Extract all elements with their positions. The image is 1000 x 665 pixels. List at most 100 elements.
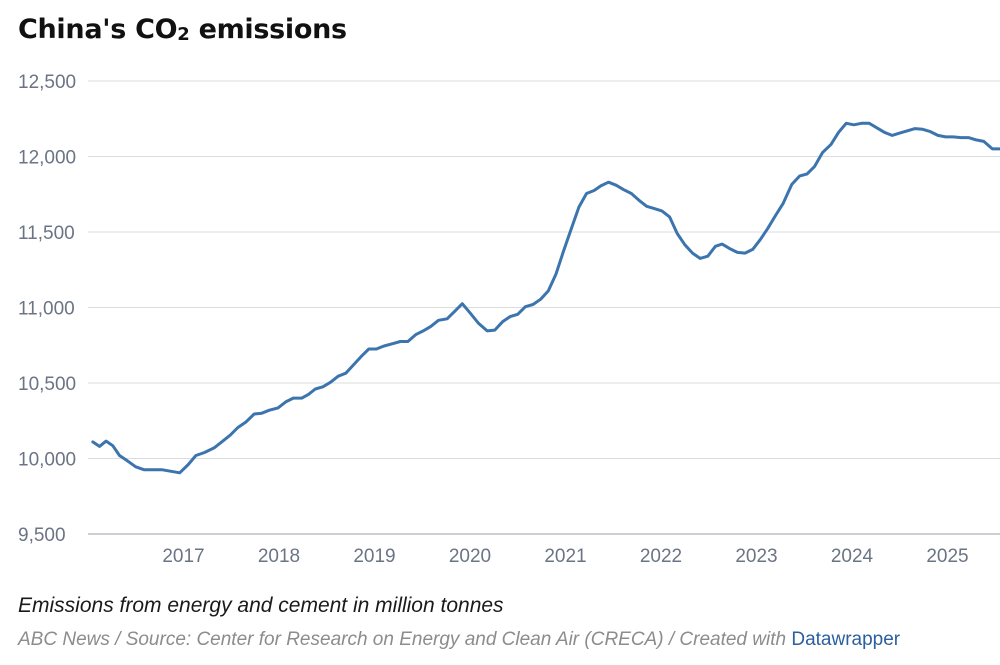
data-point (644, 203, 650, 209)
data-point (958, 135, 964, 141)
data-point (500, 319, 506, 325)
data-point (874, 125, 880, 131)
data-point (966, 135, 972, 141)
data-point (545, 288, 551, 294)
chart-title-subscript: 2 (177, 24, 190, 45)
data-point (935, 132, 941, 138)
data-point (235, 425, 241, 431)
data-point (943, 134, 949, 140)
data-point (103, 438, 109, 444)
data-point (636, 197, 642, 203)
data-point (484, 328, 490, 334)
x-tick-label: 2017 (162, 546, 204, 567)
data-point (467, 310, 473, 316)
data-point (757, 237, 763, 243)
x-tick-label: 2019 (353, 546, 395, 567)
data-point (428, 323, 434, 329)
data-point (306, 391, 312, 397)
data-point (251, 411, 257, 417)
data-point (989, 146, 995, 152)
x-tick-label: 2023 (735, 546, 777, 567)
data-point (320, 384, 326, 390)
data-point (651, 206, 657, 212)
data-point (897, 130, 903, 136)
data-point (343, 370, 349, 376)
data-point (97, 443, 103, 449)
y-tick-label: 12,500 (18, 72, 76, 93)
data-point (373, 346, 379, 352)
data-point (568, 226, 574, 232)
x-tick-label: 2018 (258, 546, 300, 567)
data-point (697, 255, 703, 261)
data-point (773, 212, 779, 218)
y-tick-label: 12,000 (18, 148, 76, 169)
y-tick-label: 11,000 (18, 299, 75, 320)
data-point (243, 419, 249, 425)
data-point (859, 120, 865, 126)
data-point (927, 129, 933, 135)
datawrapper-link[interactable]: Datawrapper (791, 629, 901, 650)
footer-source: ABC News / Source: Center for Research o… (18, 629, 792, 650)
data-point (667, 214, 673, 220)
y-tick-label: 10,500 (18, 374, 76, 395)
data-point (117, 453, 123, 459)
data-point (413, 332, 419, 338)
chart-title-main: China's CO (18, 14, 178, 45)
data-point (712, 243, 718, 249)
data-point (851, 122, 857, 128)
data-point (613, 182, 619, 188)
data-point (804, 171, 810, 177)
y-axis-ticks: 9,500 10,000 10,500 11,000 11,500 12,000 12,50… (18, 72, 76, 546)
data-point (530, 302, 536, 308)
data-point (705, 253, 711, 259)
chart-footer: ABC News / Source: Center for Research o… (18, 629, 900, 651)
data-point (515, 311, 521, 317)
data-point (920, 126, 926, 132)
data-point (881, 129, 887, 135)
data-point (397, 339, 403, 345)
data-point (168, 468, 174, 474)
data-point (290, 395, 296, 401)
data-point (682, 242, 688, 248)
data-point (202, 450, 208, 456)
data-point (576, 204, 582, 210)
data-point (719, 241, 725, 247)
data-point (904, 128, 910, 134)
data-point (283, 399, 289, 405)
x-tick-label: 2020 (449, 546, 491, 567)
x-tick-label: 2022 (640, 546, 682, 567)
data-point (889, 132, 895, 138)
data-point (598, 183, 604, 189)
data-point (185, 462, 191, 468)
data-point (351, 362, 357, 368)
data-point (628, 191, 634, 197)
data-point (133, 464, 139, 470)
data-point (381, 343, 387, 349)
data-point (299, 395, 305, 401)
data-point (828, 141, 834, 147)
data-point (690, 250, 696, 256)
y-tick-label: 11,500 (18, 223, 75, 244)
data-point (459, 301, 465, 307)
data-point (405, 339, 411, 345)
data-point (836, 129, 842, 135)
data-point (123, 457, 129, 463)
data-point (621, 187, 627, 193)
data-point (492, 327, 498, 333)
chart-title-end: emissions (189, 14, 348, 45)
data-point (390, 341, 396, 347)
data-point (866, 120, 872, 126)
x-tick-label: 2021 (544, 546, 586, 567)
data-point (259, 410, 265, 416)
data-point (981, 138, 987, 144)
series-line (91, 121, 1000, 475)
data-point (328, 379, 334, 385)
data-point (211, 445, 217, 451)
y-tick-label: 9,500 (18, 525, 66, 546)
y-tick-label: 10,000 (18, 450, 76, 471)
data-point (727, 246, 733, 252)
series-layer (91, 120, 1000, 475)
data-point (335, 373, 341, 379)
data-point (734, 249, 740, 255)
